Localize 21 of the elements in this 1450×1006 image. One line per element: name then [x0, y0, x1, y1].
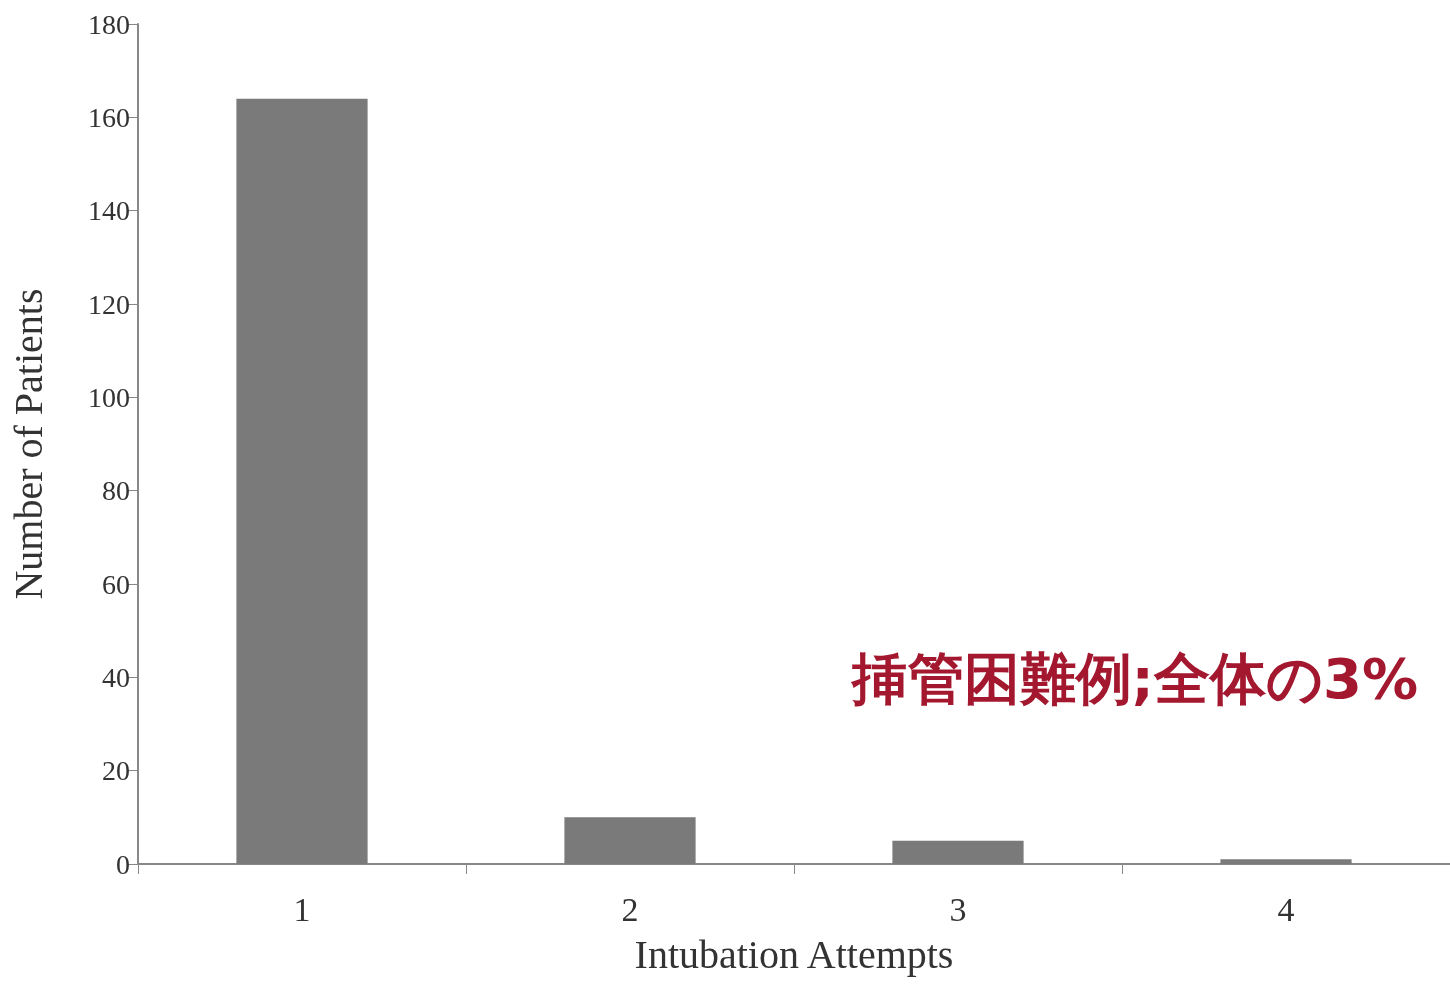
- x-tick-label: 4: [1277, 890, 1295, 928]
- annotation: 挿管困難例;全体の3%: [849, 645, 1418, 711]
- x-tick-label: 1: [293, 890, 311, 928]
- y-tick-label: 0: [116, 848, 130, 880]
- y-axis-title: Number of Patients: [5, 288, 51, 600]
- y-tick-label: 180: [88, 8, 130, 40]
- bar: [1220, 859, 1352, 864]
- y-tick-label: 40: [102, 661, 130, 693]
- y-tick-label: 60: [102, 568, 130, 600]
- y-tick-label: 100: [88, 381, 130, 413]
- y-tick-label: 20: [102, 755, 130, 787]
- bar: [236, 98, 368, 864]
- bar: [892, 840, 1024, 864]
- x-tick-label: 3: [949, 890, 967, 928]
- y-tick-label: 160: [88, 101, 130, 133]
- y-tick-label: 80: [102, 475, 130, 507]
- x-axis-title: Intubation Attempts: [634, 931, 954, 977]
- y-tick-label: 140: [88, 195, 130, 227]
- bar: [564, 817, 696, 864]
- x-tick-label: 2: [621, 890, 639, 928]
- y-tick-label: 120: [88, 288, 130, 320]
